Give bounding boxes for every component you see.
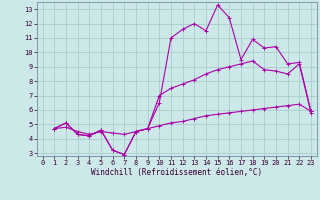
X-axis label: Windchill (Refroidissement éolien,°C): Windchill (Refroidissement éolien,°C)	[91, 168, 262, 177]
